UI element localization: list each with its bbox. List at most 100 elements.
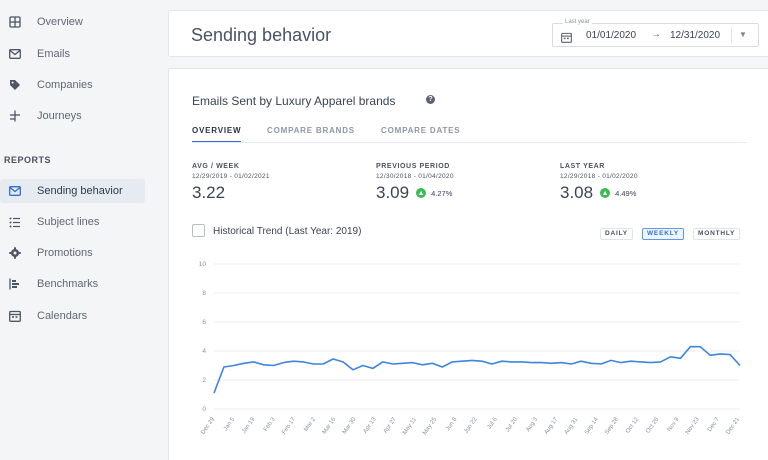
nav-label: Promotions bbox=[37, 247, 93, 259]
arrow-right-icon: → bbox=[651, 29, 661, 40]
stat-value: 3.22 bbox=[192, 183, 226, 202]
arrow-up-icon: ▲ bbox=[600, 188, 611, 198]
y-tick-label: 0 bbox=[202, 406, 206, 413]
x-tick-label: Jul 20 bbox=[505, 416, 519, 433]
x-tick-label: Apr 13 bbox=[363, 416, 378, 434]
sidebar: Overview Emails Companies Journeys REPOR… bbox=[0, 0, 158, 460]
x-tick-label: May 11 bbox=[402, 416, 418, 436]
main-card: Emails Sent by Luxury Apparel brands ? O… bbox=[168, 68, 768, 460]
overview-icon bbox=[8, 15, 22, 29]
tab-overview[interactable]: OVERVIEW bbox=[192, 126, 242, 143]
weekly-button[interactable]: WEEKLY bbox=[642, 228, 685, 240]
x-tick-label: Aug 3 bbox=[525, 416, 539, 433]
divider bbox=[731, 27, 732, 43]
journey-icon bbox=[8, 109, 22, 123]
gear-icon bbox=[8, 246, 22, 260]
nav-label: Subject lines bbox=[37, 216, 100, 228]
daily-button[interactable]: DAILY bbox=[600, 228, 633, 240]
nav-label: Benchmarks bbox=[37, 278, 99, 290]
stat-avg-week: AVG / WEEK 12/29/2019 - 01/02/2021 3.22 bbox=[192, 163, 270, 203]
tag-icon bbox=[8, 78, 22, 92]
monthly-button[interactable]: MONTHLY bbox=[693, 228, 741, 240]
nav-label: Companies bbox=[37, 79, 93, 91]
x-tick-label: Jun 22 bbox=[463, 416, 479, 435]
reports-section-label: REPORTS bbox=[4, 155, 52, 165]
nav-overview[interactable]: Overview bbox=[0, 10, 145, 34]
stat-value: 3.08 bbox=[560, 183, 594, 202]
nav-subject-lines[interactable]: Subject lines bbox=[0, 210, 145, 234]
page-title: Sending behavior bbox=[191, 25, 332, 45]
stat-previous-period: PREVIOUS PERIOD 12/30/2018 - 01/04/2020 … bbox=[376, 163, 454, 203]
x-tick-label: Dec 29 bbox=[200, 416, 216, 436]
x-tick-label: Sep 28 bbox=[604, 416, 620, 436]
x-tick-label: Mar 16 bbox=[322, 416, 338, 435]
nav-emails[interactable]: Emails bbox=[0, 42, 145, 66]
y-tick-label: 10 bbox=[199, 261, 207, 268]
nav-benchmarks[interactable]: Benchmarks bbox=[0, 272, 145, 296]
email-icon bbox=[8, 47, 22, 61]
x-tick-label: Mar 30 bbox=[342, 416, 358, 435]
x-tick-label: Apr 27 bbox=[383, 416, 398, 434]
nav-calendars[interactable]: Calendars bbox=[0, 304, 145, 328]
bar-chart-icon bbox=[8, 277, 22, 291]
x-tick-label: Jul 6 bbox=[487, 416, 500, 430]
x-tick-label: Aug 17 bbox=[544, 416, 560, 436]
calendar-icon bbox=[8, 309, 22, 323]
series-line bbox=[213, 345, 741, 394]
help-icon[interactable]: ? bbox=[426, 95, 435, 104]
nav-companies[interactable]: Companies bbox=[0, 73, 145, 97]
start-date: 01/01/2020 bbox=[586, 30, 637, 41]
stat-range: 12/30/2018 - 01/04/2020 bbox=[376, 173, 454, 180]
y-tick-label: 6 bbox=[202, 319, 206, 326]
list-icon bbox=[8, 215, 22, 229]
stat-label: LAST YEAR bbox=[560, 163, 605, 170]
nav-label: Overview bbox=[37, 16, 83, 28]
x-tick-label: Oct 12 bbox=[625, 416, 640, 434]
calendar-icon bbox=[561, 30, 572, 48]
x-tick-label: Mar 2 bbox=[303, 416, 317, 433]
stat-label: AVG / WEEK bbox=[192, 163, 240, 170]
stat-change: 4.27% bbox=[431, 188, 453, 198]
card-title: Emails Sent by Luxury Apparel brands bbox=[192, 94, 396, 108]
mail-icon bbox=[8, 184, 22, 198]
date-range-caption: Last year bbox=[563, 19, 592, 25]
tabs-divider bbox=[192, 142, 747, 143]
x-tick-label: Oct 26 bbox=[645, 416, 660, 434]
date-range-picker[interactable]: Last year 01/01/2020 → 12/31/2020 ▼ bbox=[552, 19, 759, 48]
x-tick-label: Feb 17 bbox=[281, 416, 297, 435]
tab-compare-brands[interactable]: COMPARE BRANDS bbox=[267, 126, 355, 135]
stat-last-year: LAST YEAR 12/29/2018 - 01/02/2020 3.08 ▲… bbox=[560, 163, 638, 203]
y-tick-label: 4 bbox=[202, 348, 206, 355]
nav-label: Calendars bbox=[37, 310, 88, 322]
x-tick-label: Jan 5 bbox=[223, 416, 237, 432]
stat-change: 4.49% bbox=[615, 188, 637, 198]
x-tick-label: Feb 3 bbox=[263, 416, 277, 433]
nav-label: Journeys bbox=[37, 110, 82, 122]
line-chart: 0 2 4 6 8 10 Dec 29 Jan 5 Jan 19 Feb 3 Feb 17 Mar 2… bbox=[199, 261, 742, 436]
header-card: Sending behavior Last year 01/01/2020 → … bbox=[168, 10, 768, 57]
nav-promotions[interactable]: Promotions bbox=[0, 241, 145, 265]
nav-sending-behavior[interactable]: Sending behavior bbox=[0, 179, 145, 203]
x-tick-label: May 25 bbox=[422, 416, 439, 436]
nav-journeys[interactable]: Journeys bbox=[0, 104, 145, 128]
stat-label: PREVIOUS PERIOD bbox=[376, 163, 450, 170]
stat-value: 3.09 bbox=[376, 183, 410, 202]
stat-range: 12/29/2019 - 01/02/2021 bbox=[192, 173, 270, 180]
chevron-down-icon[interactable]: ▼ bbox=[739, 30, 747, 39]
historical-trend-label: Historical Trend (Last Year: 2019) bbox=[213, 226, 362, 237]
tab-compare-dates[interactable]: COMPARE DATES bbox=[381, 126, 461, 135]
x-tick-label: Jun 8 bbox=[445, 416, 459, 432]
nav-label: Sending behavior bbox=[37, 185, 123, 197]
x-tick-label: Nov 9 bbox=[667, 416, 681, 433]
y-tick-label: 2 bbox=[202, 377, 206, 384]
x-tick-label: Dec 21 bbox=[725, 416, 741, 436]
x-tick-label: Sep 14 bbox=[584, 416, 600, 436]
x-tick-label: Dec 7 bbox=[707, 416, 721, 433]
stat-range: 12/29/2018 - 01/02/2020 bbox=[560, 173, 638, 180]
x-tick-label: Jan 19 bbox=[241, 416, 257, 435]
end-date: 12/31/2020 bbox=[670, 30, 721, 41]
historical-trend-checkbox[interactable] bbox=[192, 224, 205, 237]
y-tick-label: 8 bbox=[202, 290, 206, 297]
x-tick-label: Nov 23 bbox=[685, 416, 701, 436]
x-tick-label: Aug 31 bbox=[564, 416, 580, 436]
